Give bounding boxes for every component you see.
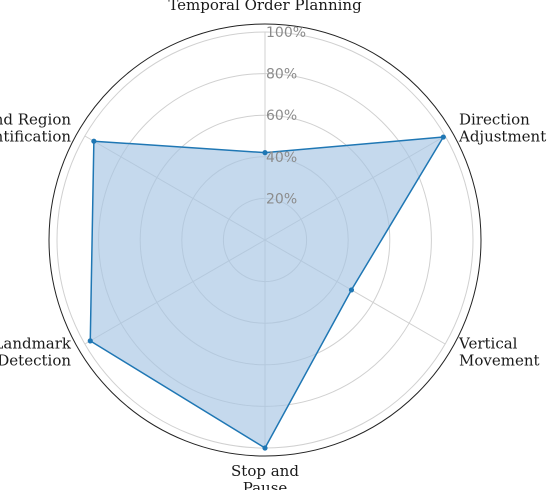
- axis-label: Direction Adjustment: [458, 111, 546, 146]
- r-tick-label: 80%: [266, 67, 297, 83]
- r-tick-label: 40%: [266, 150, 297, 166]
- data-point-5: [91, 139, 96, 144]
- axis-label-line: Pause: [243, 479, 288, 490]
- data-point-2: [349, 287, 354, 292]
- data-point-4: [88, 338, 93, 343]
- axis-label-line: Landmark: [0, 335, 72, 353]
- axis-label-line: Temporal Order Planning: [168, 0, 362, 14]
- axis-label: Landmark Detection: [0, 335, 72, 370]
- axis-label-line: Area and Region: [0, 111, 71, 129]
- series-area-0: [90, 137, 443, 448]
- axis-label-line: Adjustment: [458, 128, 546, 146]
- r-tick-label: 100%: [266, 25, 306, 41]
- series-layer: [88, 134, 446, 450]
- data-point-3: [262, 445, 267, 450]
- axis-label: Stop and Pause: [231, 462, 299, 490]
- axis-label-line: Stop and: [231, 462, 299, 480]
- axis-label: Area and RegionIdentification: [0, 111, 71, 146]
- axis-label-line: Movement: [459, 352, 540, 370]
- axis-label: Vertical Movement: [458, 335, 540, 370]
- axis-label-line: Detection: [0, 352, 71, 370]
- data-point-1: [441, 134, 446, 139]
- axis-label: Temporal Order Planning: [168, 0, 362, 14]
- axis-label-line: Identification: [0, 128, 71, 146]
- axis-label-line: Vertical: [458, 335, 518, 353]
- axis-label-line: Direction: [459, 111, 530, 129]
- r-tick-label: 60%: [266, 108, 297, 124]
- r-tick-label: 20%: [266, 191, 297, 207]
